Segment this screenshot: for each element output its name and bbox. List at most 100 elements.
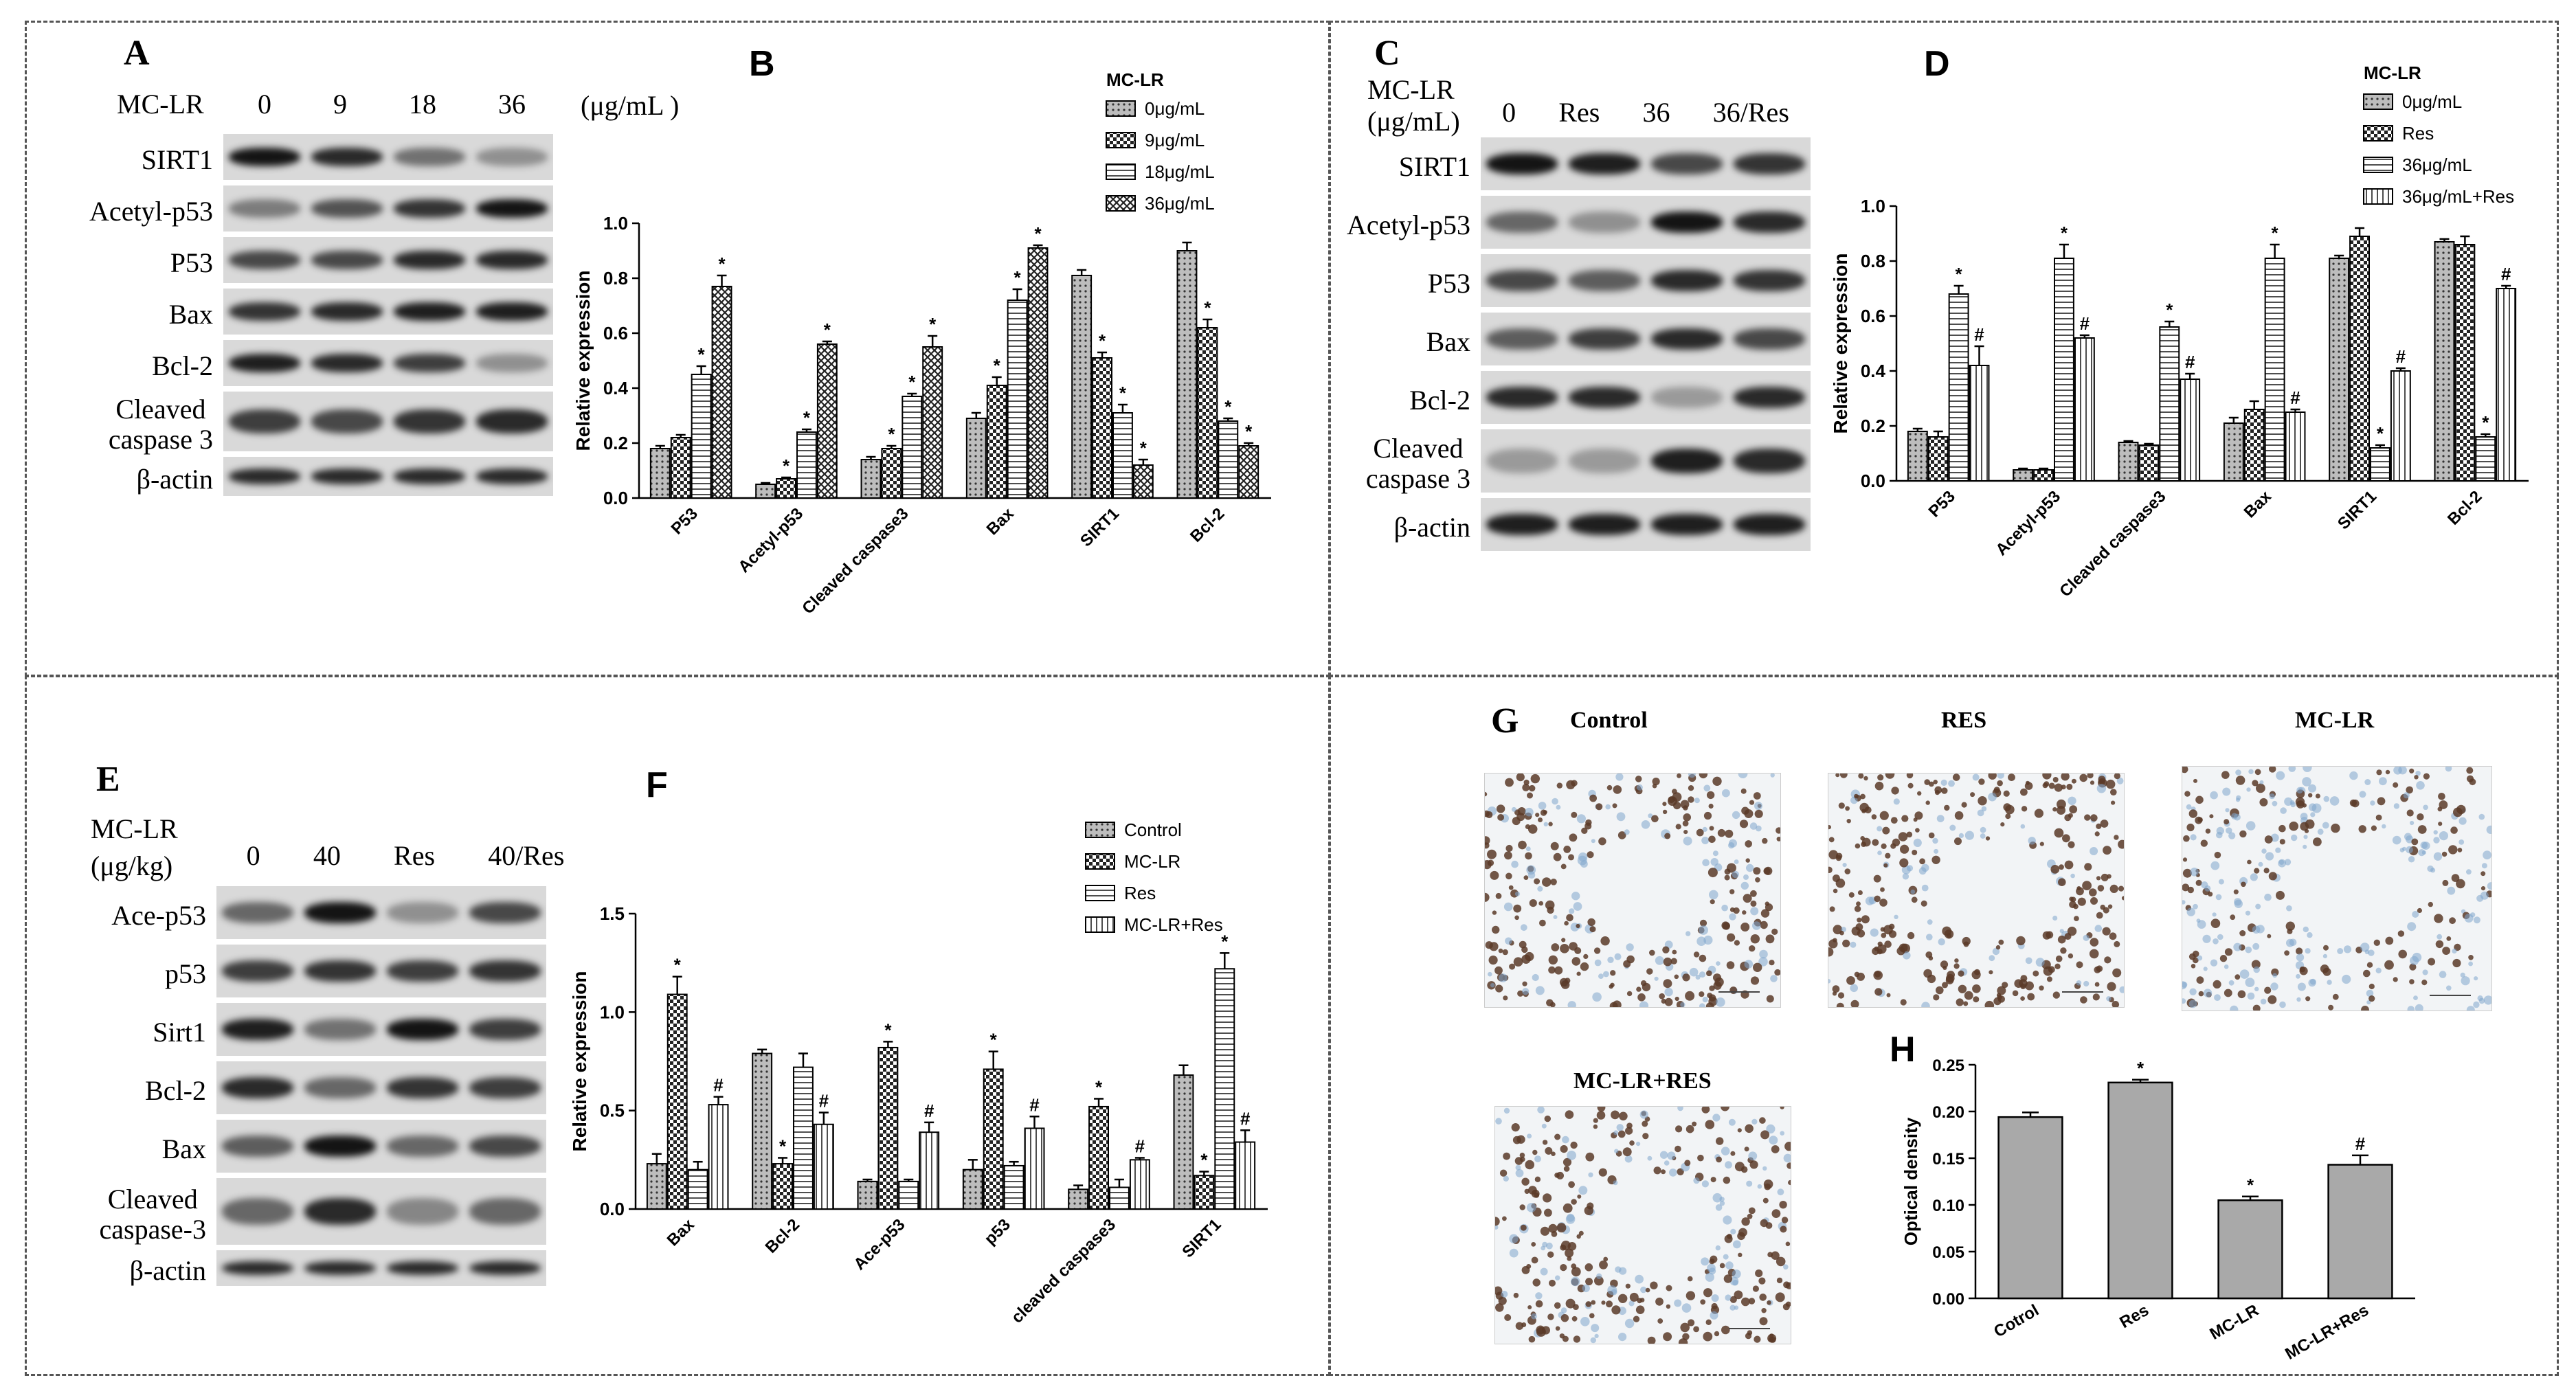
significance-mark: # [2290, 387, 2300, 408]
blot-label: Cleaved caspase 3 [1365, 433, 1470, 494]
blot-band [1486, 328, 1558, 350]
bar [2243, 409, 2265, 482]
blot-band [476, 199, 548, 218]
y-tick-label: 0.15 [1932, 1150, 1964, 1168]
bar [919, 1131, 940, 1210]
bar [687, 1168, 708, 1210]
group-label: 36/Res [1712, 97, 1789, 128]
bar [1907, 431, 1928, 482]
y-tick-label: 0.2 [1861, 416, 1885, 436]
group-label: 40 [313, 840, 341, 871]
x-tick-label: Bcl-2 [2444, 487, 2486, 529]
bar [646, 1163, 667, 1210]
y-tick-label: 0.8 [1861, 251, 1885, 271]
legend-entry: Res [2402, 123, 2434, 144]
group-label: Res [1558, 97, 1600, 128]
significance-mark: * [803, 407, 811, 428]
x-tick-label: SIRT1 [2334, 487, 2380, 533]
x-tick-label: MC-LR [2207, 1301, 2262, 1344]
bar [1214, 968, 1235, 1210]
y-axis-label: Relative expression [572, 270, 594, 451]
legend-title: MC-LR [2364, 63, 2421, 83]
y-tick-label: 0.4 [1861, 361, 1886, 381]
y-tick-label: 0.05 [1932, 1243, 1964, 1262]
bar [1112, 412, 1133, 499]
blot-band [1569, 212, 1640, 233]
blot-label: β-actin [1393, 511, 1470, 543]
significance-mark: # [713, 1075, 724, 1096]
bar [1071, 275, 1093, 499]
blot-band [311, 302, 383, 321]
bar [708, 1104, 729, 1210]
blot-band [469, 1019, 541, 1040]
blot-band [476, 251, 548, 269]
blot-label: Acetyl-p53 [1347, 209, 1470, 240]
bar [667, 993, 688, 1210]
blot-band [1486, 270, 1558, 291]
blot-band [1734, 212, 1805, 233]
bar [793, 1066, 814, 1210]
histology-image [1484, 773, 1781, 1008]
blot-band [229, 199, 300, 218]
blot-label: β-actin [136, 463, 213, 495]
blot-strip [216, 1178, 546, 1245]
bar [2159, 326, 2180, 482]
blot-band [222, 1136, 293, 1157]
x-tick-label: Cleaved caspase3 [2056, 487, 2169, 600]
blot-strip [223, 185, 553, 232]
bar [2264, 258, 2285, 482]
bar [796, 431, 817, 499]
blot-strip [216, 886, 546, 939]
blot-band [387, 1019, 458, 1040]
blot-strip [1481, 254, 1811, 307]
bar [776, 478, 797, 499]
significance-mark: * [990, 1030, 998, 1050]
blot-strip [223, 237, 553, 283]
y-tick-label: 0.4 [603, 378, 629, 398]
blot-band [1569, 514, 1640, 535]
bar [755, 484, 776, 499]
blot-band [1651, 153, 1723, 174]
significance-mark: * [1200, 1150, 1208, 1171]
significance-mark: * [2137, 1058, 2144, 1079]
blot-label: β-actin [129, 1255, 206, 1286]
blot-band [1651, 212, 1723, 233]
bar [1235, 1141, 1256, 1210]
significance-mark: # [819, 1091, 829, 1111]
bar [2217, 1199, 2283, 1300]
bar [2074, 337, 2095, 482]
blot-band [469, 1136, 541, 1157]
bar [1173, 1074, 1194, 1210]
blot-strip [223, 392, 553, 451]
blot-band [1486, 387, 1558, 408]
blot-band [304, 1261, 376, 1276]
legend-swatch [1085, 885, 1115, 901]
significance-mark: # [1974, 324, 1984, 345]
blot-band [387, 960, 458, 982]
legend-swatch [2363, 125, 2393, 142]
blot-label: P53 [1427, 267, 1470, 299]
treatment-label-a: MC-LR [117, 89, 204, 120]
bar [1238, 445, 1259, 499]
bar [1027, 247, 1049, 499]
y-axis-label: Relative expression [1830, 253, 1851, 433]
blot-band [1734, 153, 1805, 174]
y-tick-label: 1.0 [600, 1002, 625, 1022]
significance-mark: * [1224, 396, 1232, 417]
blot-band [304, 1077, 376, 1098]
bar [965, 418, 987, 499]
x-tick-label: Res [2116, 1301, 2152, 1332]
legend-swatch [2363, 188, 2393, 205]
bar [2013, 469, 2034, 482]
significance-mark: * [1140, 438, 1147, 458]
dose-label: 0 [258, 89, 271, 120]
y-tick-label: 0.5 [600, 1100, 625, 1121]
bar [752, 1052, 773, 1210]
blot-band [229, 148, 300, 166]
y-tick-label: 0.25 [1932, 1057, 1964, 1075]
legend-entry: 0μg/mL [2402, 91, 2462, 112]
blot-band [387, 1261, 458, 1276]
bar [1068, 1188, 1089, 1210]
blot-band [476, 468, 548, 484]
blot-band [394, 148, 465, 166]
